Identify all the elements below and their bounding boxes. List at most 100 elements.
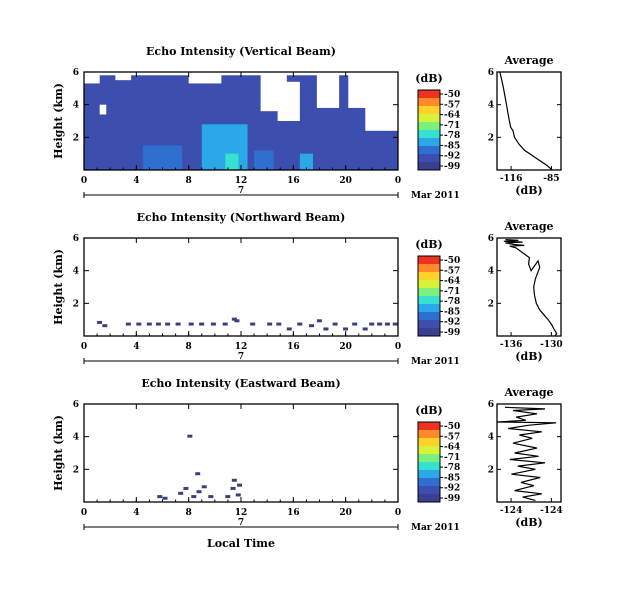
colorbar-frame — [417, 89, 441, 171]
x-tick-label: 0 — [395, 176, 401, 186]
colorbar-tick-label: -71 — [444, 121, 460, 131]
no-echo-gap — [99, 104, 107, 115]
y-tick-label: 2 — [73, 133, 79, 143]
colorbar-tick-label: -78 — [444, 131, 460, 141]
colorbar-tick-label: -50 — [444, 90, 460, 100]
colorbar-swatch — [418, 494, 440, 503]
panel-title-1: Echo Intensity (Vertical Beam) — [146, 45, 336, 58]
colorbar-swatch — [418, 454, 440, 463]
echo-point — [136, 322, 142, 326]
echo-region — [299, 153, 313, 170]
colorbar-swatch — [418, 304, 440, 313]
echo-region — [225, 153, 239, 170]
x-axis-label: Local Time — [207, 537, 275, 550]
colorbar-tick-label: -50 — [444, 256, 460, 266]
colorbar-tick-label: -85 — [444, 141, 460, 151]
colorbar-tick-label: -92 — [444, 484, 460, 494]
colorbar-swatch — [418, 154, 440, 163]
echo-point — [343, 327, 349, 331]
x-tick-label: 12 — [235, 176, 248, 186]
x-tick-label: 0 — [81, 508, 87, 518]
y-tick-label: 6 — [488, 68, 494, 78]
echo-point — [297, 322, 303, 326]
colorbar-tick-label: -85 — [444, 473, 460, 483]
y-tick-label: 2 — [73, 299, 79, 309]
echo-point — [377, 322, 383, 326]
echo-point — [237, 483, 243, 487]
echo-point — [384, 322, 390, 326]
panel-title-3: Echo Intensity (Eastward Beam) — [141, 377, 340, 390]
echo-point — [323, 327, 329, 331]
colorbar-tick-label: -57 — [444, 432, 460, 442]
echo-point — [235, 493, 241, 497]
y-tick-label: 4 — [73, 267, 79, 277]
date-suffix: Mar 2011 — [411, 523, 460, 533]
colorbar-tick-label: -99 — [444, 328, 460, 338]
y-tick-label: 2 — [73, 465, 79, 475]
colorbar-frame — [417, 255, 441, 337]
colorbar-unit: (dB) — [415, 238, 442, 251]
echo-point — [175, 322, 181, 326]
y-tick-label: 6 — [488, 400, 494, 410]
colorbar-swatch — [418, 114, 440, 123]
panel-title-2: Echo Intensity (Northward Beam) — [137, 211, 346, 224]
x-tick-label: -130 — [540, 340, 563, 350]
colorbar-swatch — [418, 478, 440, 487]
x-tick-label: 0 — [81, 176, 87, 186]
date-label: 7 — [238, 518, 244, 528]
echo-point — [191, 495, 197, 499]
echo-point — [230, 486, 236, 490]
date-label: 7 — [238, 186, 244, 196]
echo-point — [199, 322, 205, 326]
y-tick-label: 4 — [73, 101, 79, 111]
colorbar-frame — [417, 421, 441, 503]
y-tick-label: 2 — [488, 133, 494, 143]
y-tick-label: 4 — [488, 101, 494, 111]
echo-point — [276, 322, 282, 326]
y-tick-label: 6 — [488, 234, 494, 244]
x-tick-label: 4 — [133, 176, 139, 186]
y-tick-label: 6 — [73, 68, 79, 78]
date-suffix: Mar 2011 — [411, 357, 460, 367]
echo-point — [362, 327, 368, 331]
y-tick-label: 4 — [488, 433, 494, 443]
colorbar-tick-label: -71 — [444, 287, 460, 297]
colorbar-unit: (dB) — [415, 72, 442, 85]
heatmap-panel-1 — [83, 71, 443, 198]
echo-point — [196, 490, 202, 494]
echo-point — [187, 434, 193, 438]
y-axis-label: Height (km) — [52, 415, 65, 491]
no-echo-gap — [277, 81, 300, 121]
colorbar-swatch — [418, 106, 440, 115]
x-tick-label: 4 — [133, 508, 139, 518]
echo-point — [316, 319, 322, 323]
x-axis-label: (dB) — [515, 184, 542, 197]
x-tick-label: -124 — [540, 506, 563, 516]
x-tick-label: 0 — [395, 342, 401, 352]
x-axis-label: (dB) — [515, 350, 542, 363]
colorbar-tick-label: -99 — [444, 162, 460, 172]
average-panel-2 — [496, 237, 562, 337]
echo-point — [162, 496, 168, 500]
no-echo-gap — [365, 96, 398, 131]
colorbar-tick-label: -92 — [444, 318, 460, 328]
x-tick-label: 16 — [287, 508, 300, 518]
y-tick-label: 2 — [488, 465, 494, 475]
echo-region — [254, 150, 274, 170]
colorbar-swatch — [418, 430, 440, 439]
average-title: Average — [503, 54, 553, 67]
x-tick-label: -85 — [543, 174, 559, 184]
colorbar-swatch — [418, 162, 440, 171]
echo-point — [183, 486, 189, 490]
colorbar-tick-label: -57 — [444, 100, 460, 110]
x-tick-label: 4 — [133, 342, 139, 352]
colorbar-swatch — [418, 122, 440, 131]
echo-region — [201, 124, 248, 170]
echo-point — [165, 322, 171, 326]
colorbar-swatch — [418, 264, 440, 273]
echo-point — [309, 324, 315, 328]
echo-point — [231, 478, 237, 482]
y-axis-label: Height (km) — [52, 249, 65, 325]
colorbar-swatch — [418, 446, 440, 455]
